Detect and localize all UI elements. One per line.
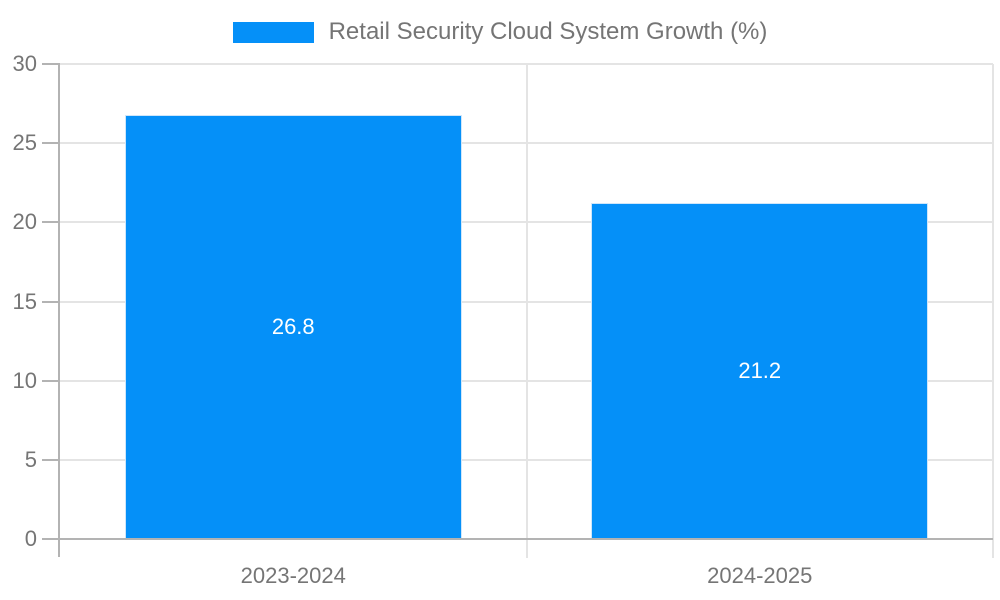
y-tick-label: 20 — [12, 209, 37, 235]
y-tick-label: 25 — [12, 130, 37, 156]
legend-swatch — [232, 21, 314, 43]
legend-label: Retail Security Cloud System Growth (%) — [328, 18, 768, 45]
y-tick — [42, 538, 60, 540]
bar[interactable] — [124, 114, 462, 539]
x-axis-line — [60, 538, 993, 540]
x-category-label: 2024-2025 — [707, 563, 813, 588]
y-tick-label: 30 — [12, 51, 37, 76]
y-tick — [42, 221, 60, 224]
y-tick-label: 0 — [24, 526, 37, 551]
bar-value-label: 21.2 — [738, 358, 782, 384]
y-tick — [42, 458, 60, 461]
y-tick — [42, 142, 60, 145]
bar[interactable] — [591, 203, 929, 539]
plot-right-border — [992, 64, 994, 558]
y-tick-label: 10 — [12, 367, 37, 393]
chart-legend[interactable]: Retail Security Cloud System Growth (%) — [0, 17, 1000, 47]
y-tick — [42, 63, 60, 65]
y-tick-label: 5 — [24, 446, 37, 472]
bar-value-label: 26.8 — [271, 313, 315, 339]
y-axis-line — [58, 64, 60, 557]
y-tick — [42, 300, 60, 303]
x-category-label: 2023-2024 — [240, 563, 346, 588]
y-tick-label: 15 — [12, 288, 37, 314]
category-separator-gridline — [525, 64, 528, 558]
y-tick — [42, 379, 60, 382]
